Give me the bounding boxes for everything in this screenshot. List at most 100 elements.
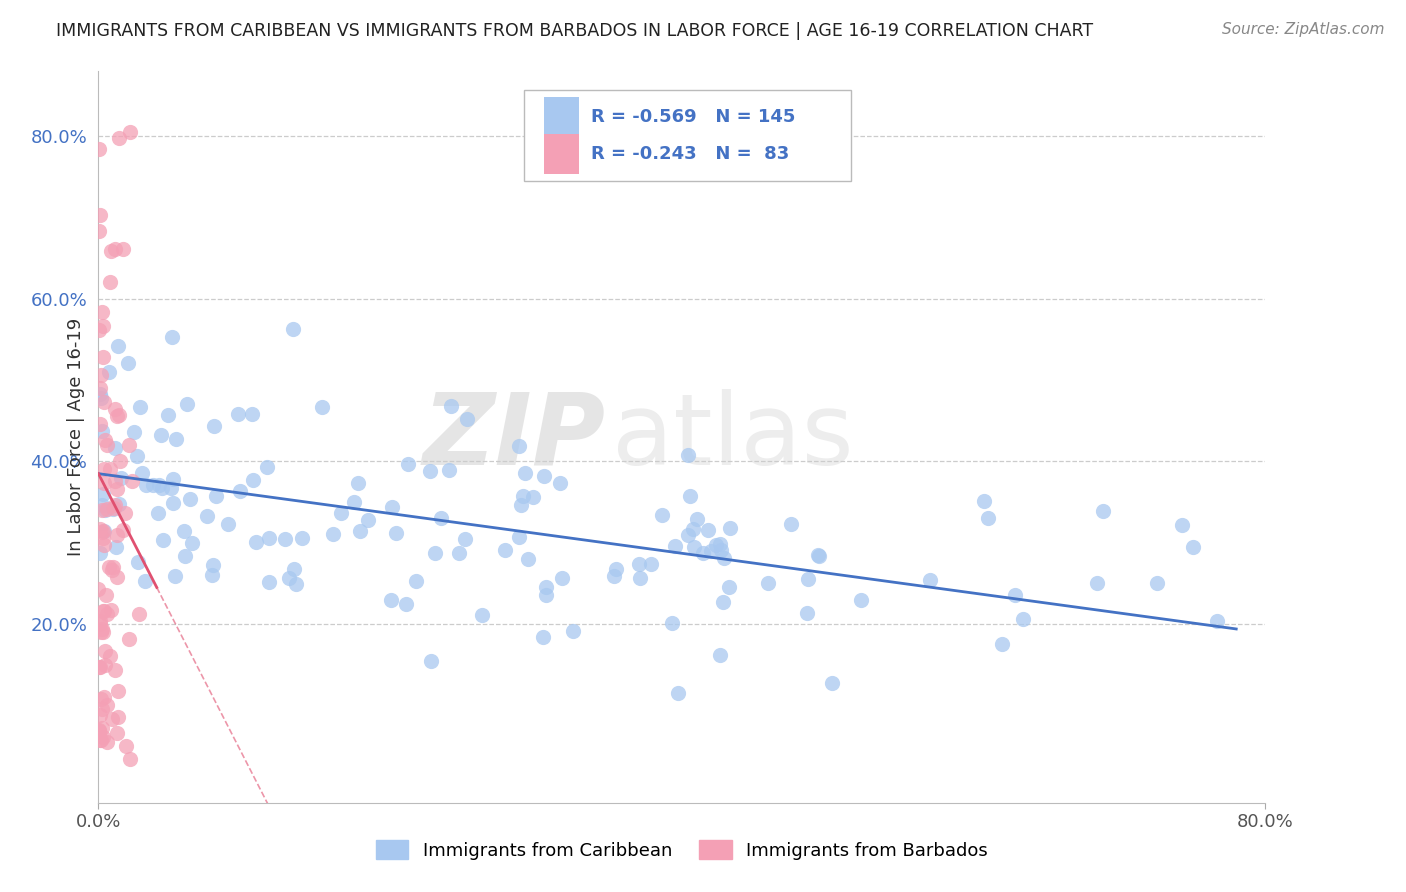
- Point: [107, 710, 129, 724]
- Point: [96, 607, 118, 621]
- Point: [91, 498, 114, 512]
- Point: [217, 516, 239, 531]
- Point: [683, 540, 706, 554]
- Point: [201, 568, 224, 582]
- Point: [807, 548, 830, 562]
- Point: [160, 329, 183, 343]
- Point: [104, 402, 127, 417]
- Point: [93, 524, 115, 539]
- FancyBboxPatch shape: [544, 134, 579, 174]
- Point: [90, 692, 112, 706]
- Point: [90, 391, 112, 405]
- Point: [278, 571, 301, 585]
- Point: [628, 571, 651, 585]
- Point: [146, 506, 169, 520]
- Point: [396, 457, 419, 471]
- Point: [108, 131, 131, 145]
- Point: [257, 575, 280, 590]
- Point: [162, 472, 184, 486]
- Point: [89, 208, 111, 222]
- Point: [240, 407, 263, 421]
- Point: [150, 428, 173, 442]
- Point: [1205, 615, 1227, 629]
- Point: [256, 460, 278, 475]
- Point: [117, 356, 139, 370]
- Point: [107, 684, 129, 698]
- Point: [152, 533, 174, 547]
- Point: [127, 555, 149, 569]
- Point: [536, 580, 558, 594]
- Point: [110, 471, 132, 485]
- Point: [105, 409, 128, 424]
- Point: [510, 498, 533, 512]
- Point: [666, 686, 689, 700]
- Point: [627, 557, 650, 571]
- Point: [699, 543, 721, 558]
- Point: [89, 732, 111, 747]
- Point: [697, 523, 720, 537]
- Point: [91, 730, 114, 744]
- Point: [118, 438, 141, 452]
- Point: [104, 541, 127, 555]
- Point: [281, 322, 304, 336]
- Point: [160, 481, 183, 495]
- Point: [640, 557, 662, 571]
- Text: R = -0.243   N =  83: R = -0.243 N = 83: [591, 145, 789, 163]
- Point: [91, 319, 114, 334]
- Point: [134, 574, 156, 588]
- Point: [533, 469, 555, 483]
- Point: [285, 577, 308, 591]
- Point: [118, 632, 141, 646]
- Point: [104, 474, 127, 488]
- Point: [1091, 504, 1114, 518]
- Point: [710, 543, 733, 558]
- Point: [661, 615, 683, 630]
- Point: [87, 582, 110, 597]
- Point: [676, 449, 699, 463]
- Point: [91, 524, 114, 539]
- Text: Source: ZipAtlas.com: Source: ZipAtlas.com: [1222, 22, 1385, 37]
- Point: [603, 569, 626, 583]
- Point: [93, 350, 115, 364]
- Point: [91, 624, 114, 639]
- Point: [226, 407, 249, 421]
- Point: [148, 478, 170, 492]
- Point: [551, 572, 574, 586]
- Point: [108, 497, 131, 511]
- Point: [100, 603, 122, 617]
- Point: [322, 526, 344, 541]
- Point: [115, 739, 138, 753]
- Point: [405, 574, 427, 588]
- Point: [245, 535, 267, 549]
- Point: [605, 562, 627, 576]
- Point: [94, 588, 117, 602]
- Point: [96, 698, 118, 712]
- Point: [89, 724, 111, 739]
- Point: [98, 275, 121, 289]
- Y-axis label: In Labor Force | Age 16-19: In Labor Force | Age 16-19: [66, 318, 84, 557]
- Point: [685, 512, 707, 526]
- Point: [709, 648, 731, 663]
- Text: IMMIGRANTS FROM CARIBBEAN VS IMMIGRANTS FROM BARBADOS IN LABOR FORCE | AGE 16-19: IMMIGRANTS FROM CARIBBEAN VS IMMIGRANTS …: [56, 22, 1094, 40]
- Point: [121, 474, 143, 488]
- Point: [176, 396, 198, 410]
- Point: [90, 502, 112, 516]
- Point: [780, 516, 803, 531]
- Point: [165, 432, 187, 446]
- Point: [112, 243, 135, 257]
- Point: [548, 475, 571, 490]
- Point: [91, 702, 114, 716]
- Point: [173, 549, 195, 563]
- Point: [512, 489, 534, 503]
- Point: [131, 466, 153, 480]
- Point: [991, 637, 1014, 651]
- Point: [122, 425, 145, 439]
- Point: [380, 592, 402, 607]
- Point: [87, 660, 110, 674]
- Point: [179, 492, 201, 507]
- Point: [173, 524, 195, 538]
- Point: [163, 569, 186, 583]
- Point: [128, 607, 150, 622]
- Point: [93, 434, 115, 448]
- Point: [127, 449, 149, 463]
